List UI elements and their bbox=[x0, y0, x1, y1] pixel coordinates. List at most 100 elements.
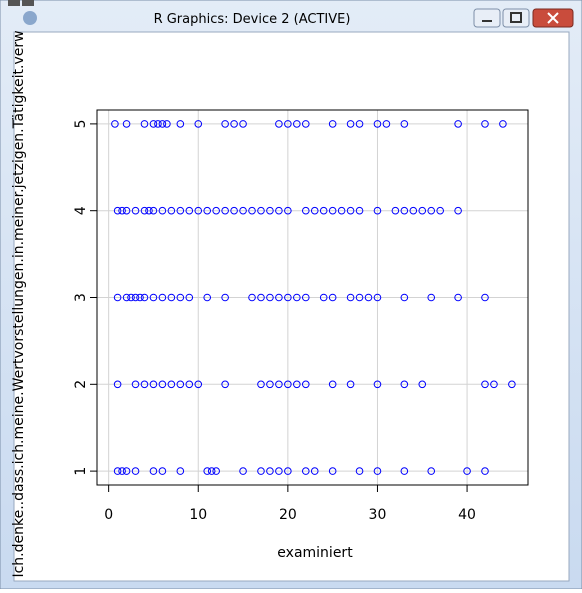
point bbox=[310, 206, 319, 215]
point bbox=[275, 293, 283, 302]
point bbox=[207, 467, 216, 475]
point bbox=[427, 293, 436, 302]
point bbox=[122, 467, 131, 475]
point bbox=[149, 467, 158, 475]
point bbox=[310, 467, 319, 475]
point bbox=[149, 293, 158, 302]
point bbox=[400, 380, 409, 389]
point bbox=[194, 120, 203, 128]
point bbox=[257, 380, 265, 389]
point bbox=[230, 120, 238, 128]
point bbox=[275, 380, 283, 389]
point bbox=[319, 206, 328, 215]
point bbox=[230, 206, 238, 215]
point bbox=[427, 206, 436, 215]
point bbox=[176, 293, 185, 302]
point bbox=[454, 120, 462, 128]
point bbox=[293, 380, 301, 389]
point bbox=[203, 293, 212, 302]
point bbox=[337, 206, 346, 215]
point bbox=[140, 380, 149, 389]
point bbox=[355, 293, 364, 302]
point bbox=[239, 467, 247, 475]
point bbox=[373, 467, 382, 475]
point bbox=[275, 467, 283, 475]
point bbox=[122, 293, 131, 302]
x-tick-label: 40 bbox=[458, 507, 476, 523]
y-tick-label: 1 bbox=[73, 467, 89, 476]
point bbox=[301, 380, 310, 389]
point bbox=[154, 120, 162, 128]
point bbox=[149, 120, 158, 128]
point bbox=[463, 467, 471, 475]
x-tick-label: 20 bbox=[279, 507, 297, 523]
point bbox=[167, 293, 176, 302]
point bbox=[176, 380, 185, 389]
point bbox=[203, 467, 212, 475]
point bbox=[418, 206, 427, 215]
point bbox=[355, 206, 364, 215]
point bbox=[328, 380, 337, 389]
point bbox=[221, 206, 229, 215]
point bbox=[481, 120, 489, 128]
point bbox=[266, 293, 274, 302]
plot: 0 10 20 30 40 1 2 3 4 5 bbox=[73, 109, 529, 523]
y-tick-label: 2 bbox=[73, 380, 89, 389]
point bbox=[481, 467, 489, 475]
point bbox=[113, 206, 122, 215]
maximize-icon bbox=[510, 12, 522, 23]
point bbox=[400, 293, 409, 302]
point bbox=[185, 380, 194, 389]
point bbox=[400, 206, 409, 215]
point bbox=[131, 380, 140, 389]
point bbox=[111, 120, 119, 128]
toolbar-icon bbox=[8, 0, 20, 6]
point bbox=[185, 293, 194, 302]
point bbox=[293, 293, 301, 302]
x-tick-label: 0 bbox=[104, 507, 113, 523]
point bbox=[212, 467, 220, 475]
point bbox=[266, 467, 274, 475]
point bbox=[212, 206, 220, 215]
point bbox=[176, 120, 185, 128]
point bbox=[454, 293, 462, 302]
minimize-button[interactable] bbox=[473, 8, 501, 28]
point bbox=[248, 293, 256, 302]
point bbox=[301, 206, 310, 215]
point bbox=[355, 120, 364, 128]
point bbox=[418, 380, 427, 389]
point bbox=[508, 380, 516, 389]
point bbox=[427, 467, 436, 475]
close-icon bbox=[547, 12, 559, 24]
point bbox=[158, 206, 167, 215]
point bbox=[490, 380, 498, 389]
point bbox=[239, 120, 247, 128]
point bbox=[221, 293, 229, 302]
point bbox=[499, 120, 507, 128]
point bbox=[113, 467, 122, 475]
point bbox=[127, 293, 135, 302]
point bbox=[355, 467, 364, 475]
point bbox=[301, 467, 310, 475]
point bbox=[284, 293, 292, 302]
point bbox=[176, 467, 185, 475]
point bbox=[364, 293, 373, 302]
point bbox=[194, 206, 203, 215]
point bbox=[149, 380, 158, 389]
maximize-button[interactable] bbox=[502, 8, 530, 28]
window-title: R Graphics: Device 2 (ACTIVE) bbox=[154, 12, 351, 27]
point bbox=[481, 380, 489, 389]
point bbox=[248, 206, 256, 215]
point bbox=[203, 206, 212, 215]
minimize-icon bbox=[482, 20, 492, 22]
point bbox=[158, 380, 167, 389]
point bbox=[301, 120, 310, 128]
point bbox=[194, 380, 203, 389]
point bbox=[163, 120, 171, 128]
point bbox=[266, 380, 274, 389]
point bbox=[481, 293, 489, 302]
point bbox=[158, 293, 167, 302]
point bbox=[275, 120, 283, 128]
point bbox=[400, 120, 409, 128]
